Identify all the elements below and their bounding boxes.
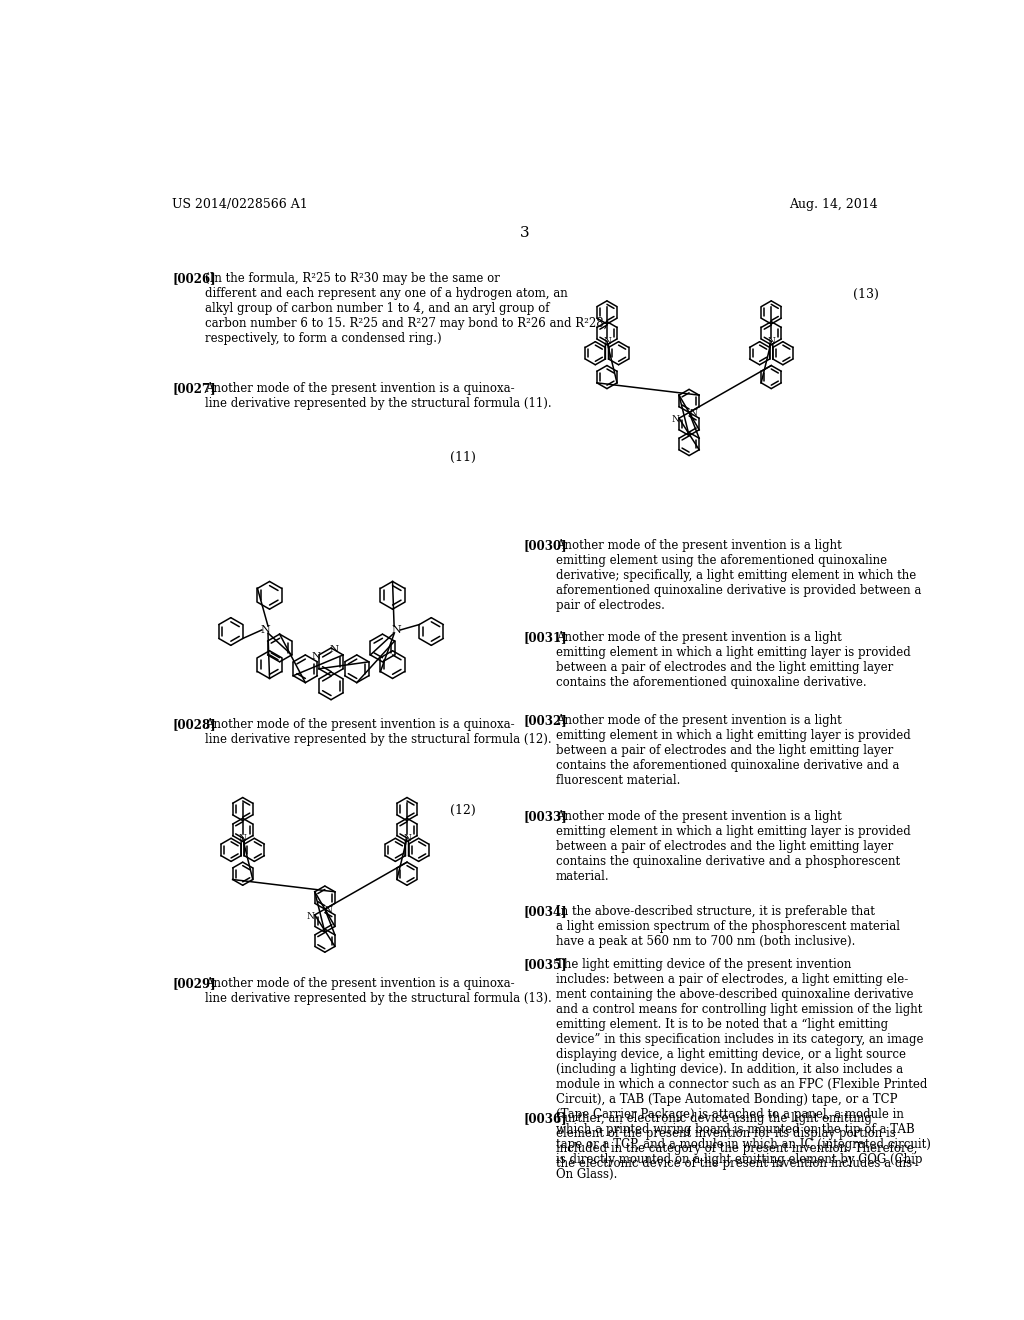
Text: (13): (13) <box>853 288 879 301</box>
Text: N: N <box>391 624 401 635</box>
Text: N: N <box>403 834 411 842</box>
Text: [0030]: [0030] <box>523 539 567 552</box>
Text: [0026]: [0026] <box>172 272 216 285</box>
Text: [0035]: [0035] <box>523 958 567 970</box>
Text: Another mode of the present invention is a light
emitting element using the afor: Another mode of the present invention is… <box>556 539 922 611</box>
Text: [0028]: [0028] <box>172 718 216 731</box>
Text: N: N <box>671 416 679 424</box>
Text: Another mode of the present invention is a quinoxa-
line derivative represented : Another mode of the present invention is… <box>205 718 551 746</box>
Text: N: N <box>689 409 697 418</box>
Text: [0029]: [0029] <box>172 977 216 990</box>
Text: N: N <box>330 645 339 653</box>
Text: The light emitting device of the present invention
includes: between a pair of e: The light emitting device of the present… <box>556 958 931 1180</box>
Text: (12): (12) <box>450 804 476 817</box>
Text: [0032]: [0032] <box>523 714 567 727</box>
Text: Another mode of the present invention is a quinoxa-
line derivative represented : Another mode of the present invention is… <box>205 381 551 409</box>
Text: 3: 3 <box>520 226 529 240</box>
Text: US 2014/0228566 A1: US 2014/0228566 A1 <box>172 198 308 211</box>
Text: N: N <box>603 337 611 346</box>
Text: Another mode of the present invention is a light
emitting element in which a lig: Another mode of the present invention is… <box>556 810 910 883</box>
Text: Further, an electronic device using the light emitting
element of the present in: Further, an electronic device using the … <box>556 1111 918 1170</box>
Text: N: N <box>307 912 314 921</box>
Text: (11): (11) <box>450 451 476 465</box>
Text: Another mode of the present invention is a light
emitting element in which a lig: Another mode of the present invention is… <box>556 631 910 689</box>
Text: Another mode of the present invention is a quinoxa-
line derivative represented : Another mode of the present invention is… <box>205 977 552 1005</box>
Text: N: N <box>767 337 775 346</box>
Text: [0034]: [0034] <box>523 906 567 919</box>
Text: [0036]: [0036] <box>523 1111 567 1125</box>
Text: Another mode of the present invention is a light
emitting element in which a lig: Another mode of the present invention is… <box>556 714 910 787</box>
Text: [0033]: [0033] <box>523 810 567 822</box>
Text: [0027]: [0027] <box>172 381 216 395</box>
Text: N: N <box>239 834 247 842</box>
Text: (In the formula, R²25 to R²30 may be the same or
different and each represent an: (In the formula, R²25 to R²30 may be the… <box>205 272 607 346</box>
Text: Aug. 14, 2014: Aug. 14, 2014 <box>788 198 878 211</box>
Text: N: N <box>261 624 270 635</box>
Text: N: N <box>325 906 333 915</box>
Text: N: N <box>311 652 321 661</box>
Text: In the above-described structure, it is preferable that
a light emission spectru: In the above-described structure, it is … <box>556 906 900 948</box>
Text: [0031]: [0031] <box>523 631 567 644</box>
